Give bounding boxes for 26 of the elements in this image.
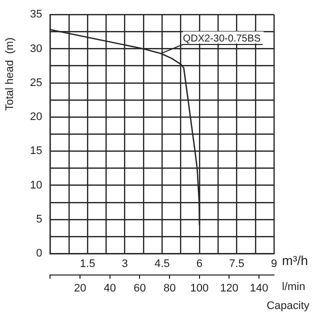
y-tick-label: 30 — [30, 42, 42, 55]
y-tick-label: 15 — [30, 145, 42, 158]
x2-tick-label: 20 — [74, 282, 86, 294]
x-tick-label: 1.5 — [80, 258, 96, 270]
x-axis-title: m³/h — [282, 253, 308, 268]
x-tick-label: 3 — [122, 258, 128, 270]
y-tick-label: 20 — [30, 111, 42, 124]
x-tick-label: 4.5 — [154, 258, 170, 270]
text: Capacity — [266, 300, 310, 312]
x2-tick-label: 140 — [250, 282, 268, 294]
y-axis-title: Total head (m) — [4, 37, 16, 111]
y-tick-label: 0 — [36, 248, 42, 260]
x2-tick-label: 60 — [134, 282, 146, 294]
x2-tick-label: 100 — [190, 282, 209, 294]
x-tick-label: 7.5 — [229, 258, 244, 270]
y-tick-label: 35 — [30, 8, 42, 21]
y-tick-label: 25 — [30, 76, 42, 89]
y-tick-label: 5 — [36, 213, 42, 226]
x-tick-label: 9 — [270, 258, 278, 270]
y-tick-label: 10 — [30, 179, 42, 192]
annotation: QDX2-30-0.75BS — [182, 33, 262, 44]
x2-tick-label: 120 — [220, 282, 238, 294]
x2-tick-label: 80 — [163, 282, 176, 294]
x2-axis-title: l/min — [282, 280, 306, 293]
x-tick-label: 6 — [196, 258, 202, 270]
x2-tick-label: 40 — [104, 282, 116, 294]
